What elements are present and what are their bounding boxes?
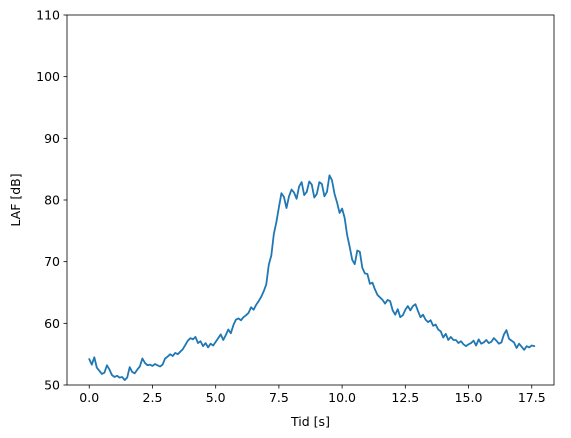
series-line: [88, 174, 536, 381]
x-axis-ticks: 0.0 2.5 5.0 7.5 10.0 12.5 15.0 17.5: [79, 385, 546, 405]
x-tick-label: 5.0: [206, 390, 226, 405]
x-tick-label: 0.0: [79, 390, 99, 405]
y-tick-label: 100: [36, 69, 60, 84]
plot-frame: [66, 14, 555, 386]
x-tick-label: 12.5: [391, 390, 419, 405]
y-tick-label: 60: [44, 316, 60, 331]
y-tick-label: 90: [44, 131, 60, 146]
x-axis-label: Tid [s]: [290, 414, 330, 429]
plot-area: [67, 15, 554, 385]
series-layer: [88, 174, 536, 381]
x-tick-label: 15.0: [455, 390, 483, 405]
y-axis-label: LAF [dB]: [8, 173, 23, 226]
x-tick-label: 7.5: [269, 390, 289, 405]
x-tick-label: 2.5: [143, 390, 163, 405]
y-tick-label: 70: [44, 254, 60, 269]
y-tick-label: 80: [44, 193, 60, 208]
x-tick-label: 10.0: [328, 390, 356, 405]
y-axis-ticks: 50 60 70 80 90 100 110: [36, 8, 67, 393]
x-tick-label: 17.5: [518, 390, 546, 405]
y-tick-label: 110: [36, 8, 60, 23]
y-tick-label: 50: [44, 378, 60, 393]
